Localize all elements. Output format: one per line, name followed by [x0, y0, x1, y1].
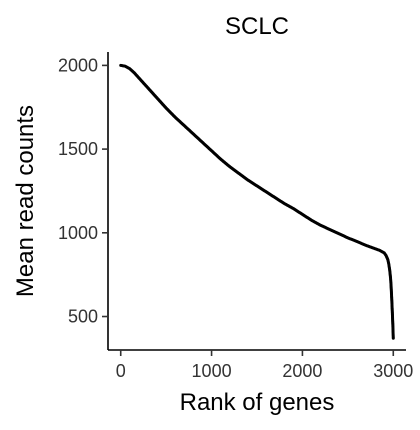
x-axis-title: Rank of genes	[180, 389, 335, 416]
x-tick-label: 0	[116, 361, 126, 381]
x-tick-label: 1000	[192, 361, 232, 381]
y-axis-title: Mean read counts	[12, 105, 39, 297]
y-tick-label: 1500	[58, 139, 98, 159]
x-tick-label: 2000	[282, 361, 322, 381]
data-point	[391, 336, 395, 340]
y-tick-label: 500	[68, 307, 98, 327]
chart-title: SCLC	[225, 13, 289, 40]
y-axis-ticks: 500 1000 1500 2000	[58, 55, 108, 327]
x-tick-label: 3000	[373, 361, 413, 381]
x-axis-ticks: 0 1000 2000 3000	[116, 350, 413, 381]
y-tick-label: 2000	[58, 55, 98, 75]
y-tick-label: 1000	[58, 223, 98, 243]
data-points	[119, 63, 395, 340]
